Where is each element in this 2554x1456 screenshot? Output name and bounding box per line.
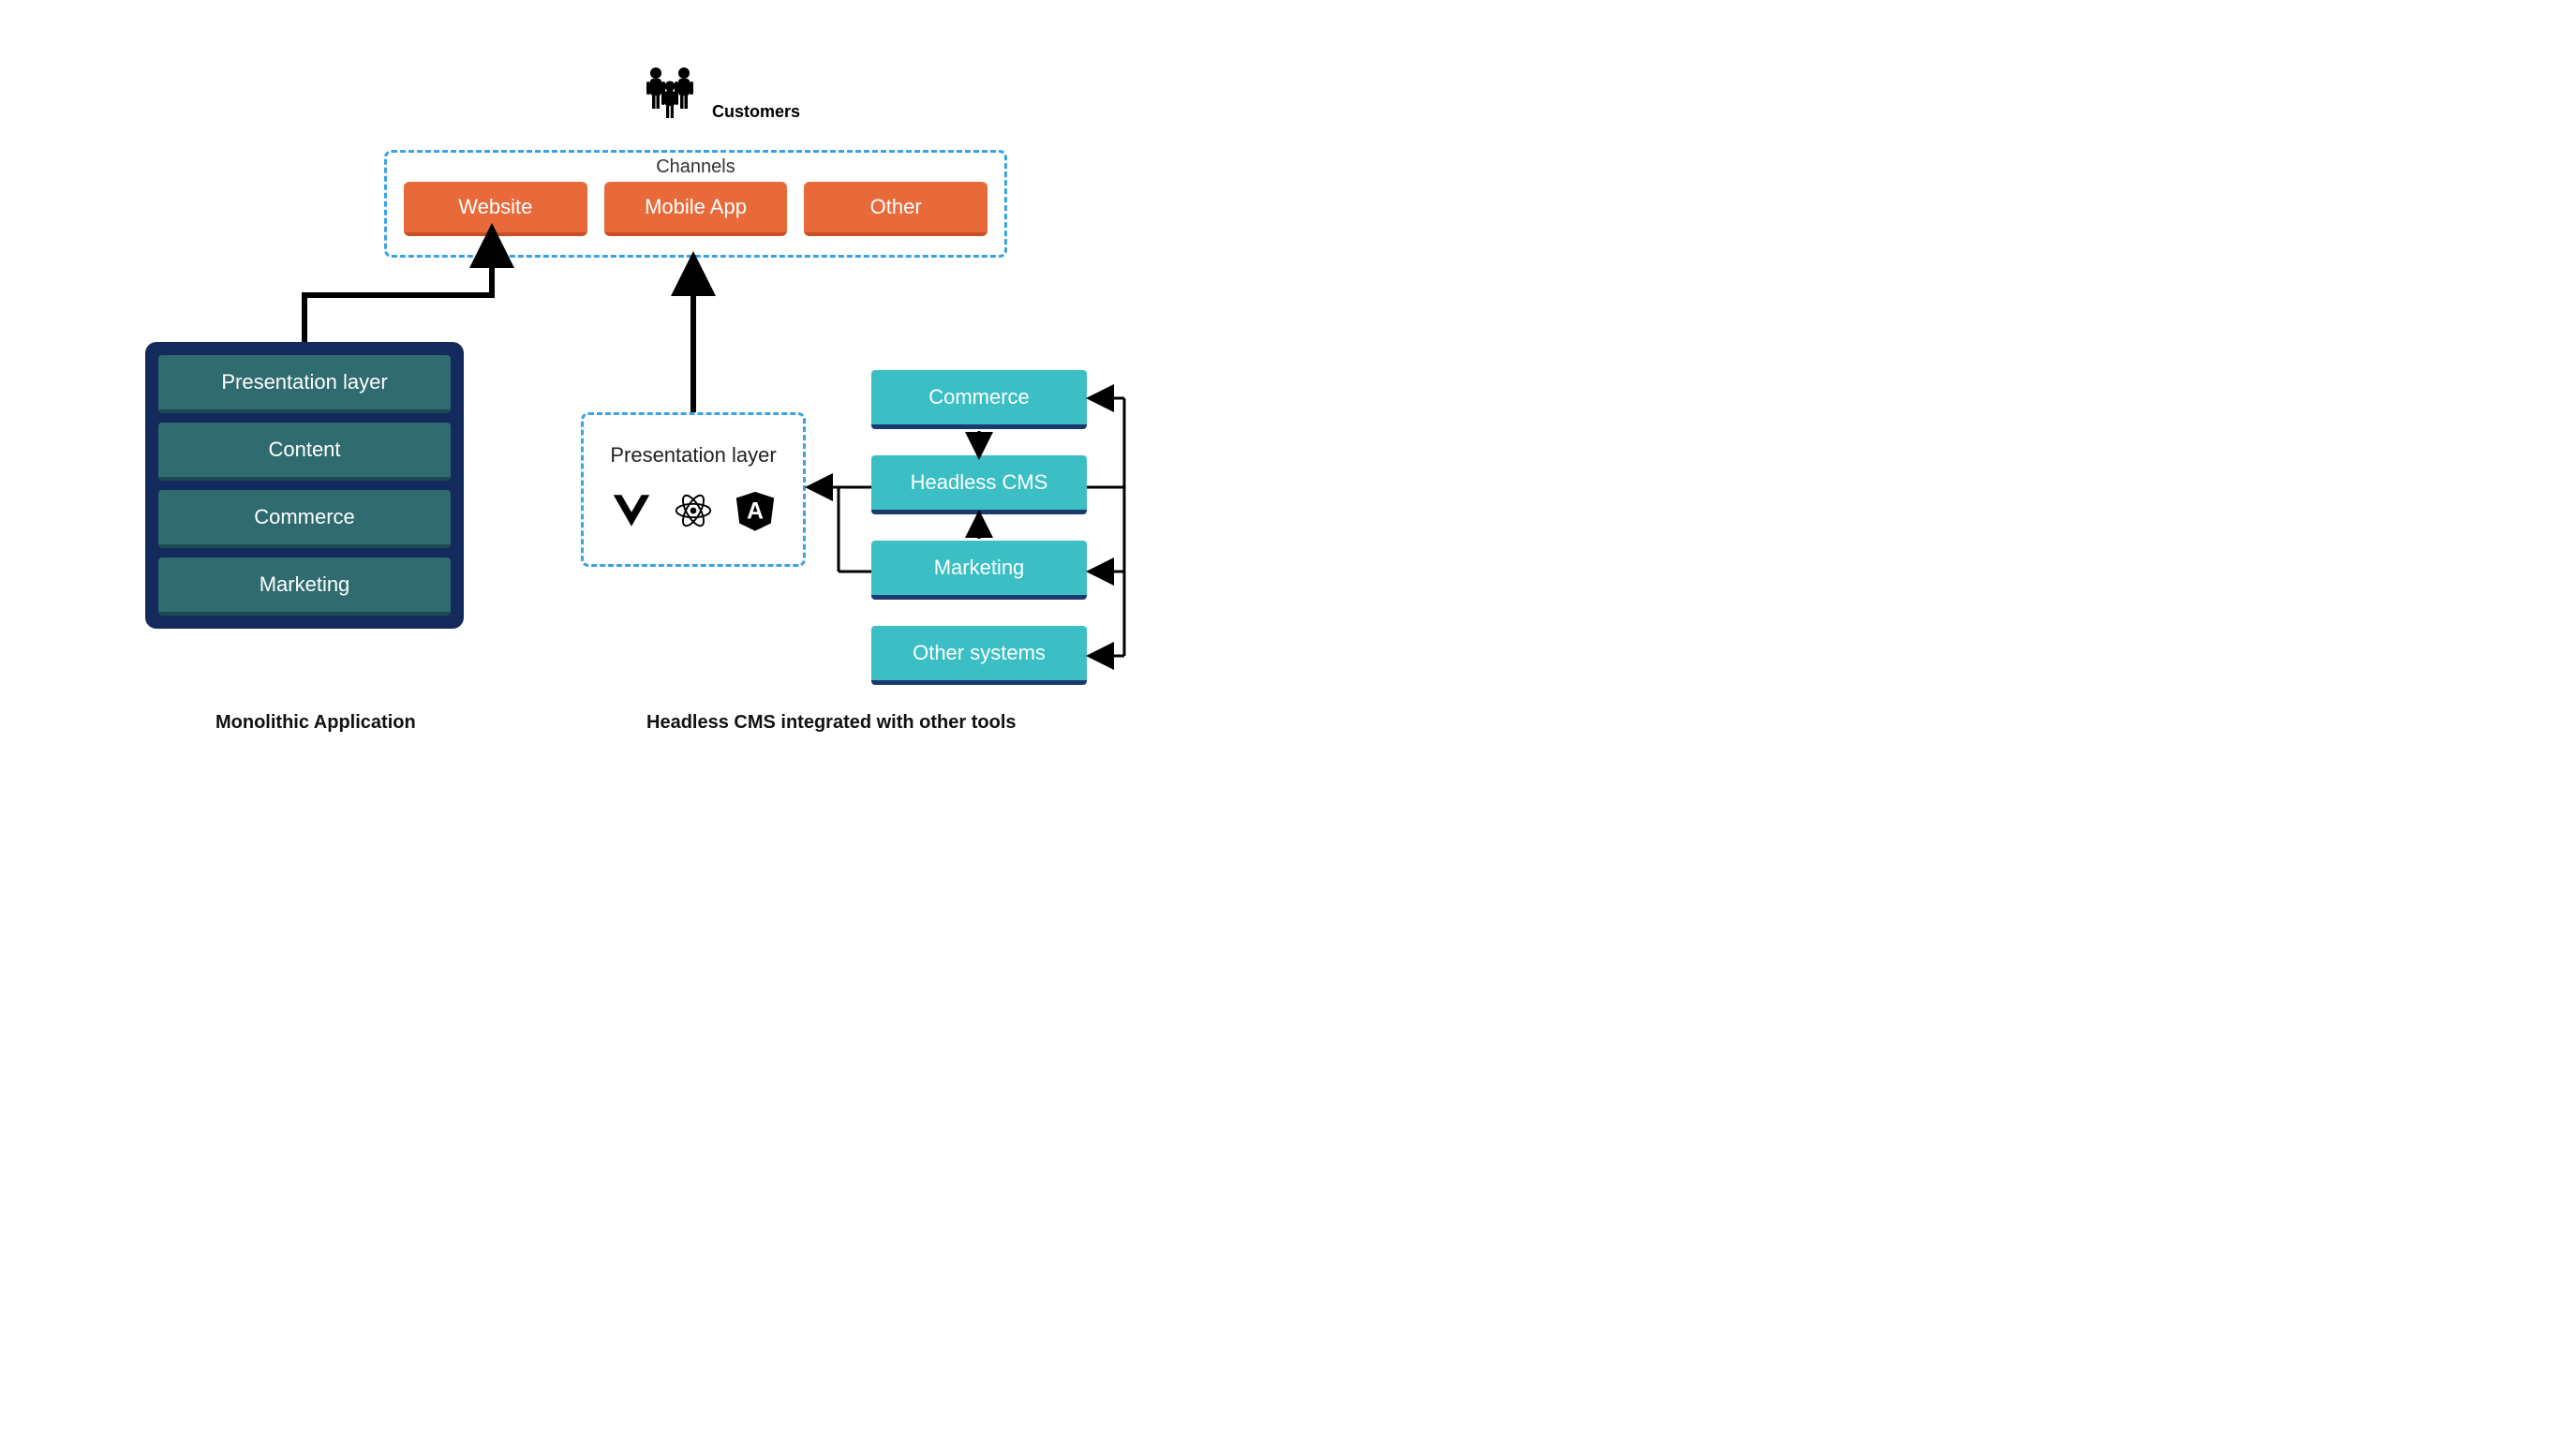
diagram-canvas: Customers Channels Website Mobile App Ot…	[0, 0, 1387, 787]
monolith-container: Presentation layer Content Commerce Mark…	[145, 342, 464, 629]
channels-row: Website Mobile App Other	[387, 182, 1004, 236]
caption-headless: Headless CMS integrated with other tools	[646, 712, 1017, 734]
customers-group: Customers	[637, 66, 800, 124]
monolith-layer-marketing: Marketing	[158, 557, 451, 616]
headless-stack: Commerce Headless CMS Marketing Other sy…	[871, 370, 1087, 685]
channel-website: Website	[404, 182, 587, 236]
channel-other: Other	[804, 182, 987, 236]
framework-icons: A	[584, 488, 803, 538]
headless-other-systems: Other systems	[871, 626, 1087, 685]
people-group-icon	[637, 66, 703, 124]
channels-title: Channels	[387, 156, 1004, 178]
caption-monolith: Monolithic Application	[215, 712, 416, 734]
react-icon	[671, 488, 716, 538]
customers-label: Customers	[712, 102, 800, 122]
presentation-container: Presentation layer A	[581, 412, 806, 567]
monolith-layer-commerce: Commerce	[158, 490, 451, 548]
presentation-title: Presentation layer	[584, 443, 803, 468]
headless-marketing: Marketing	[871, 541, 1087, 600]
headless-cms: Headless CMS	[871, 455, 1087, 514]
svg-text:A: A	[747, 498, 764, 525]
channels-container: Channels Website Mobile App Other	[384, 150, 1007, 258]
monolith-layer-content: Content	[158, 423, 451, 481]
headless-commerce: Commerce	[871, 370, 1087, 429]
angular-icon: A	[733, 488, 778, 538]
channel-mobile-app: Mobile App	[604, 182, 788, 236]
vue-icon	[609, 488, 654, 538]
monolith-layer-presentation: Presentation layer	[158, 355, 451, 413]
